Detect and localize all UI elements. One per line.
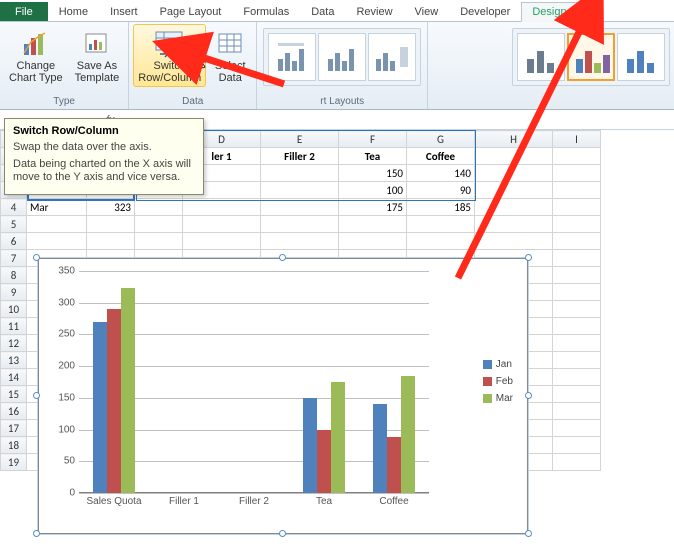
annotation-arrow xyxy=(0,0,674,554)
